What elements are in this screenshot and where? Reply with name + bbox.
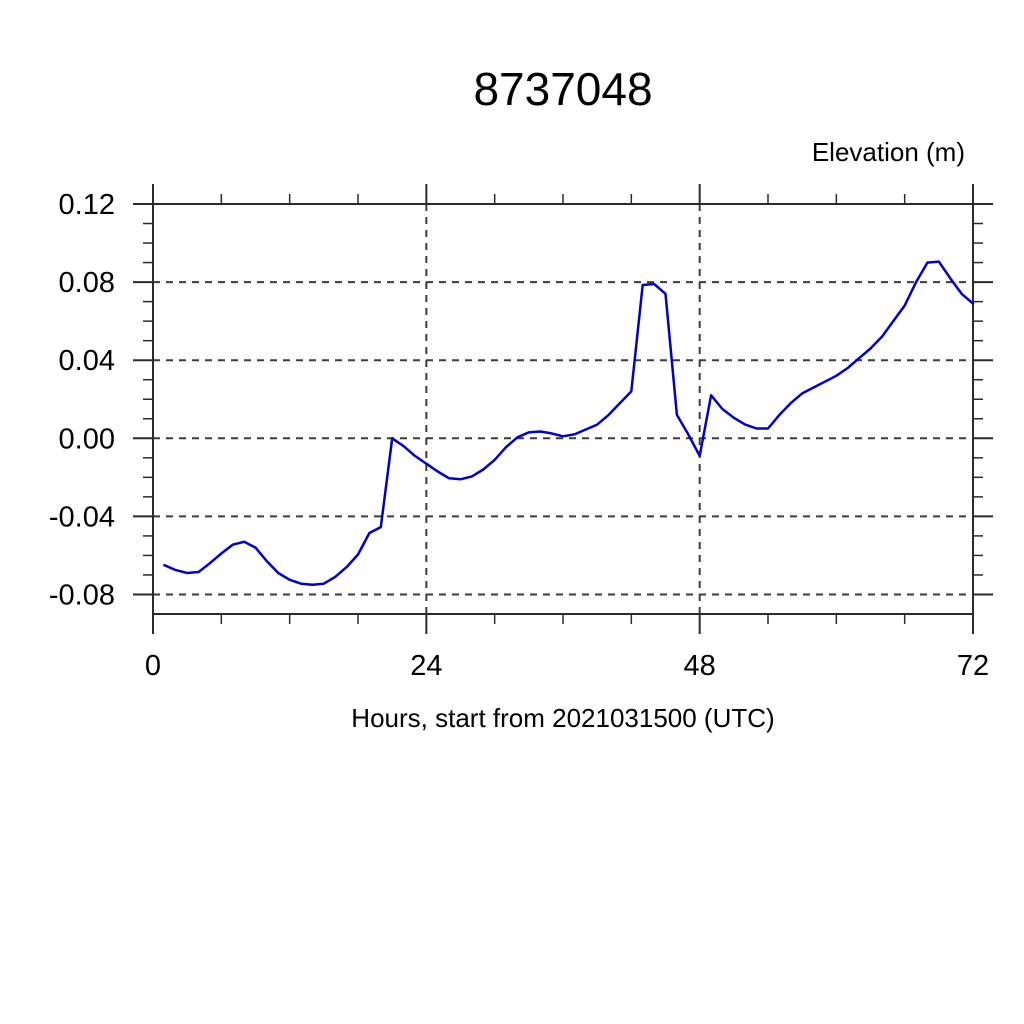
- gridlines: [153, 203, 973, 614]
- chart-title: 8737048: [473, 63, 653, 115]
- y-axis-title: Elevation (m): [811, 137, 965, 167]
- y-tick-label: 0.08: [59, 267, 115, 299]
- y-tick-label: 0.04: [59, 345, 115, 377]
- x-tick-label: 0: [145, 650, 161, 682]
- y-tick-label: 0.00: [59, 423, 115, 455]
- y-tick-label: 0.12: [59, 189, 115, 221]
- x-tick-label: 72: [957, 650, 989, 682]
- x-tick-label: 24: [410, 650, 442, 682]
- y-tick-label: -0.04: [49, 501, 115, 533]
- x-tick-label: 48: [684, 650, 716, 682]
- plot-frame: [152, 203, 974, 615]
- data-series: [163, 260, 975, 586]
- frame-rect: [152, 203, 974, 615]
- x-axis-title: Hours, start from 2021031500 (UTC): [351, 703, 775, 733]
- axis-ticks: [133, 184, 993, 634]
- tick-labels: -0.08 -0.04 0.00 0.04 0.08 0.12 0 24 48 72: [49, 189, 989, 682]
- y-tick-label: -0.08: [49, 579, 115, 611]
- elevation-series-line: [163, 260, 975, 586]
